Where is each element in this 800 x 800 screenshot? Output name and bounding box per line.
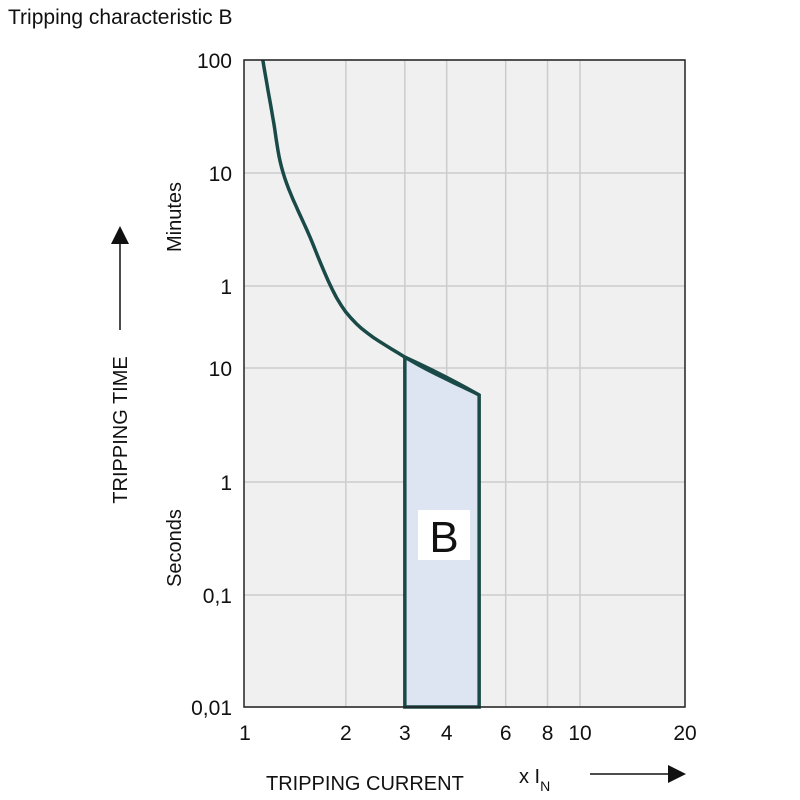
- x-tick-label: 6: [500, 722, 512, 745]
- y-tick-label: 0,1: [203, 585, 232, 608]
- y-tick-label: 100: [197, 50, 232, 73]
- x-tick-label: 8: [542, 722, 554, 745]
- tripping-curve: [261, 59, 481, 397]
- x-unit-prefix: x I: [519, 766, 540, 788]
- x-tick-label: 4: [441, 722, 453, 745]
- y-label-minutes: Minutes: [164, 182, 186, 252]
- x-axis-title: TRIPPING CURRENT: [266, 773, 464, 795]
- y-tick-label: 0,01: [191, 697, 232, 720]
- band-label-box: [417, 510, 470, 560]
- x-axis-unit: x IN: [519, 766, 550, 794]
- y-axis-title: TRIPPING TIME: [110, 356, 132, 503]
- y-tick-labels: 100 10 1 10 1 0,1 0,01: [191, 50, 232, 720]
- chart-title: Tripping characteristic B: [8, 6, 232, 29]
- y-arrow-head-icon: [111, 226, 129, 244]
- x-unit-subscript: N: [540, 778, 550, 794]
- y-tick-label: 1: [220, 276, 232, 299]
- x-tick-labels: 1 2 3 4 6 8 10 20: [239, 722, 697, 745]
- x-tick-label: 3: [399, 722, 411, 745]
- y-tick-label: 10: [209, 163, 232, 186]
- x-tick-label: 1: [239, 722, 251, 745]
- x-tick-label: 2: [340, 722, 352, 745]
- y-tick-label: 1: [220, 472, 232, 495]
- x-arrow-head-icon: [668, 765, 686, 783]
- plot-border: [243, 59, 686, 708]
- y-tick-label: 10: [209, 358, 232, 381]
- x-tick-label: 10: [568, 722, 591, 745]
- band-label: B: [429, 513, 458, 562]
- y-label-seconds: Seconds: [164, 509, 186, 587]
- x-tick-label: 20: [673, 722, 696, 745]
